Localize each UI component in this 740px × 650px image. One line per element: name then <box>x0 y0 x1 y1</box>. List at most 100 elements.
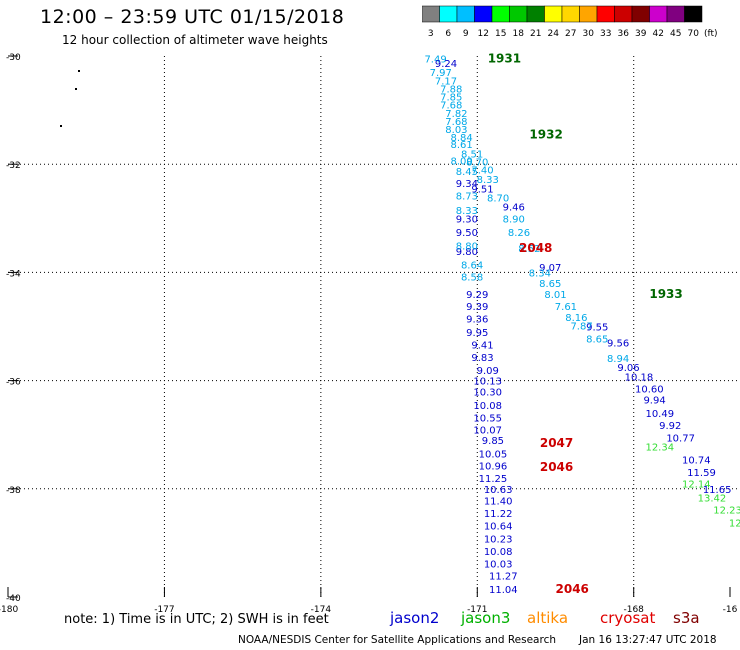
time-annotation: 1931 <box>488 52 521 66</box>
speck-marker <box>60 125 62 127</box>
data-point-jason3: 12.34 <box>645 443 674 454</box>
data-point-jason2: 11.59 <box>687 468 716 479</box>
legend-s3a: s3a <box>673 609 700 627</box>
x-tick-label: -171 <box>467 605 487 615</box>
time-annotation: 2046 <box>540 460 573 474</box>
data-point-jason2: 11.25 <box>479 474 508 485</box>
data-point-jason2: 10.18 <box>625 372 654 383</box>
x-tick-label: -168 <box>623 605 644 615</box>
data-point-jason3: 13.42 <box>698 493 727 504</box>
chart-subtitle: 12 hour collection of altimeter wave hei… <box>62 33 328 47</box>
x-tick-label: -174 <box>311 605 332 615</box>
data-point-jason2: 11.40 <box>484 497 513 508</box>
data-point-s3a: 8.45 <box>456 167 478 178</box>
data-point-jason2: 9.07 <box>539 263 561 274</box>
colorbar-label: 15 <box>495 29 506 39</box>
colorbar-label: 70 <box>688 29 700 39</box>
colorbar-label: 9 <box>463 29 469 39</box>
data-point-s3a: 8.58 <box>461 273 483 284</box>
time-annotation: 2046 <box>556 582 589 596</box>
data-point-s3a: 8.51 <box>461 149 483 160</box>
data-point-s3a: 7.49 <box>424 55 446 66</box>
data-point-s3a: 8.70 <box>466 157 488 168</box>
colorbar-label: 3 <box>428 29 434 39</box>
data-point-s3a: 8.65 <box>586 334 608 345</box>
data-point-jason2: 9.95 <box>466 328 488 339</box>
data-point-jason2: 10.63 <box>484 485 513 496</box>
data-point-jason2: 9.36 <box>466 314 488 325</box>
speck-marker <box>78 70 80 72</box>
data-point-jason2: 10.77 <box>666 433 695 444</box>
data-point-jason3: 12.88 <box>729 518 740 529</box>
data-point-jason2: 9.46 <box>503 202 525 213</box>
data-point-s3a: 8.00 <box>451 156 473 167</box>
data-point-s3a: 7.85 <box>440 93 462 104</box>
data-point-jason2: 11.22 <box>484 509 513 520</box>
data-point-s3a: 8.34 <box>529 268 551 279</box>
data-point-jason2: 9.39 <box>466 302 488 313</box>
data-point-jason3: 12.14 <box>682 479 711 490</box>
colorbar-label: 27 <box>565 29 576 39</box>
x-tick-label: -16 <box>723 605 738 615</box>
data-point-jason2: 10.05 <box>479 450 508 461</box>
data-point-jason2: 9.85 <box>482 436 504 447</box>
data-point-jason2: 9.51 <box>471 185 493 196</box>
data-point-jason2: 10.74 <box>682 456 711 467</box>
colorbar-label: 6 <box>445 29 451 39</box>
data-point-s3a: 7.97 <box>430 68 452 79</box>
time-annotation: 2047 <box>540 436 573 450</box>
credit-text: NOAA/NESDIS Center for Satellite Applica… <box>238 634 556 646</box>
data-point-s3a: 7.68 <box>445 117 467 128</box>
data-point-jason2: 10.23 <box>484 535 513 546</box>
colorbar: 3 6 9 12 15 18 21 24 27 30 33 36 39 42 45 70 (ft) <box>422 5 718 39</box>
data-point-jason2: 10.08 <box>473 401 502 412</box>
data-point-jason2: 9.34 <box>456 179 478 190</box>
data-point-jason2: 10.13 <box>473 377 502 388</box>
colorbar-label: 30 <box>583 29 595 39</box>
data-point-jason2: 9.94 <box>643 396 665 407</box>
data-point-jason2: 9.30 <box>456 214 478 225</box>
legend-jason3: jason3 <box>461 609 511 627</box>
data-point-s3a: 7.88 <box>440 84 462 95</box>
colorbar-swatch <box>684 5 703 23</box>
data-point-jason2: 9.06 <box>617 363 639 374</box>
data-point-s3a: 7.68 <box>440 101 462 112</box>
colorbar-unit: (ft) <box>704 29 718 39</box>
data-point-jason2: 9.83 <box>471 353 493 364</box>
chart-title: 12:00 – 23:59 UTC 01/15/2018 <box>40 6 345 28</box>
data-point-jason2: 10.03 <box>484 559 513 570</box>
data-point-jason2: 10.55 <box>473 413 502 424</box>
data-point-s3a: 8.84 <box>451 133 473 144</box>
data-point-s3a: 8.03 <box>445 125 467 136</box>
legend-altika: altika <box>527 609 569 627</box>
data-point-s3a: 7.61 <box>555 302 577 313</box>
data-point-s3a: 8.61 <box>451 140 473 151</box>
time-annotation: 2048 <box>519 241 552 255</box>
data-point-jason2: 11.27 <box>489 571 518 582</box>
colorbar-label: 33 <box>600 29 611 39</box>
data-point-s3a: 7.40 <box>471 166 493 177</box>
legend-jason2: jason2 <box>390 609 440 627</box>
data-point-jason2: 10.49 <box>645 409 674 420</box>
y-tick-label: -34 <box>6 269 21 279</box>
colorbar-label: 12 <box>478 29 489 39</box>
data-point-s3a: 8.01 <box>544 290 566 301</box>
data-point-jason2: 9.80 <box>456 247 478 258</box>
colorbar-label: 24 <box>548 29 560 39</box>
colorbar-label: 42 <box>653 29 664 39</box>
colorbar-label: 45 <box>670 29 681 39</box>
data-point-jason2: 10.30 <box>473 387 502 398</box>
data-point-jason2: 10.07 <box>473 425 502 436</box>
legend-cryosat: cryosat <box>600 609 656 627</box>
data-point-jason2: 11.04 <box>489 585 518 596</box>
data-point-jason2: 9.41 <box>471 340 493 351</box>
data-point-s3a: 7.82 <box>445 109 467 120</box>
data-point-jason2: 9.56 <box>607 339 629 350</box>
colorbar-label: 21 <box>530 29 541 39</box>
y-tick-label: -30 <box>6 53 21 63</box>
timestamp-text: Jan 16 13:27:47 UTC 2018 <box>579 634 717 646</box>
data-point-jason2: 9.55 <box>586 323 608 334</box>
data-point-s3a: 8.90 <box>503 214 525 225</box>
data-point-s3a: 8.52 <box>518 244 540 255</box>
